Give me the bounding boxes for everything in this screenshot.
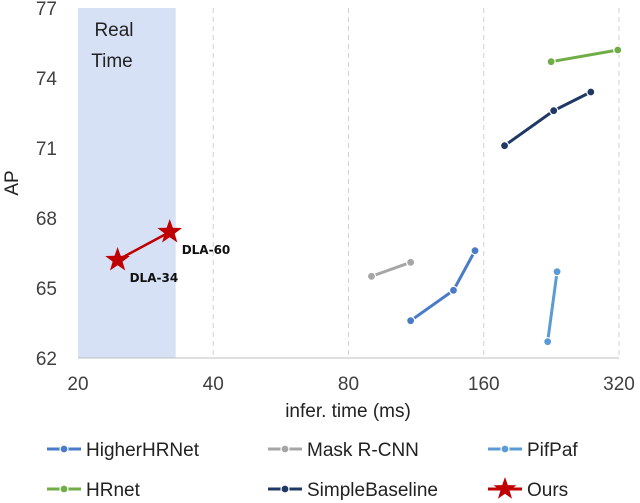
data-point-pifpaf	[543, 337, 553, 347]
legend-marker	[59, 444, 69, 454]
legend-label: Ours	[527, 480, 568, 501]
data-point-higherhrnet	[448, 285, 459, 295]
data-point-mask-r-cnn	[406, 257, 416, 267]
data-point-simplebaseline	[586, 87, 596, 97]
legend-marker	[280, 444, 290, 454]
data-point-higherhrnet	[406, 316, 416, 326]
data-point-simplebaseline	[499, 141, 510, 151]
legend-label: Mask R-CNN	[307, 440, 419, 461]
x-gridlines	[212, 8, 620, 358]
y-axis-title: AP	[2, 170, 23, 195]
legend-label: PifPaf	[527, 440, 578, 461]
x-tick-label: 80	[338, 374, 359, 395]
x-tick-label: 160	[468, 374, 500, 395]
legend-item-simplebaseline: SimpleBaseline	[268, 480, 438, 501]
series-line-simplebaseline	[503, 90, 593, 148]
series-line-ours	[116, 230, 171, 262]
legend-item-hrnet: HRnet	[47, 480, 141, 501]
legend-marker	[59, 484, 69, 494]
series-simplebaseline	[499, 87, 596, 151]
series-hrnet	[546, 45, 623, 67]
legend-marker	[280, 484, 290, 494]
data-point-hrnet	[546, 57, 556, 67]
series-line-higherhrnet	[409, 249, 477, 323]
y-tick-label: 77	[36, 0, 57, 20]
real-time-label-line-2: Time	[91, 51, 133, 72]
x-tick-label: 20	[67, 374, 88, 395]
x-tick-label: 320	[603, 374, 635, 395]
data-point-hrnet	[613, 45, 623, 55]
legend-label: HRnet	[86, 480, 141, 501]
legend-item-mask-r-cnn: Mask R-CNN	[268, 440, 419, 461]
y-tick-label: 65	[36, 279, 57, 300]
y-tick-label: 74	[36, 69, 58, 90]
y-tick-label: 71	[36, 139, 57, 160]
y-tick-label: 68	[36, 209, 57, 230]
legend-label: SimpleBaseline	[307, 480, 438, 501]
series-line-pifpaf	[546, 270, 559, 344]
data-point-simplebaseline	[549, 106, 559, 116]
legend-item-ours: Ours	[488, 477, 568, 501]
series-mask-r-cnn	[366, 257, 416, 281]
x-tick-label: 40	[203, 374, 224, 395]
real-time-label-line-1: Real	[94, 20, 133, 41]
legend-star-marker	[493, 477, 517, 499]
legend-label: HigherHRNet	[86, 440, 200, 461]
series-line-hrnet	[549, 48, 620, 64]
x-axis-title: infer. time (ms)	[285, 401, 411, 422]
point-label: DLA-60	[182, 243, 231, 257]
legend-marker	[500, 444, 510, 454]
data-point-ours	[105, 247, 130, 271]
series-line-mask-r-cnn	[369, 260, 413, 278]
series-pifpaf	[543, 267, 562, 347]
legend-item-pifpaf: PifPaf	[488, 440, 578, 461]
legend-item-higherhrnet: HigherHRNet	[47, 440, 200, 461]
real-time-region	[78, 8, 176, 358]
series-higherhrnet	[406, 246, 480, 326]
data-point-pifpaf	[552, 267, 562, 277]
point-label: DLA-34	[130, 271, 179, 285]
data-point-ours	[157, 219, 183, 243]
data-point-mask-r-cnn	[366, 271, 377, 281]
legend: HigherHRNet Mask R-CNN PifPaf HRnet SimpleBa…	[47, 440, 578, 501]
y-tick-label: 62	[36, 349, 57, 370]
data-point-higherhrnet	[470, 246, 480, 256]
